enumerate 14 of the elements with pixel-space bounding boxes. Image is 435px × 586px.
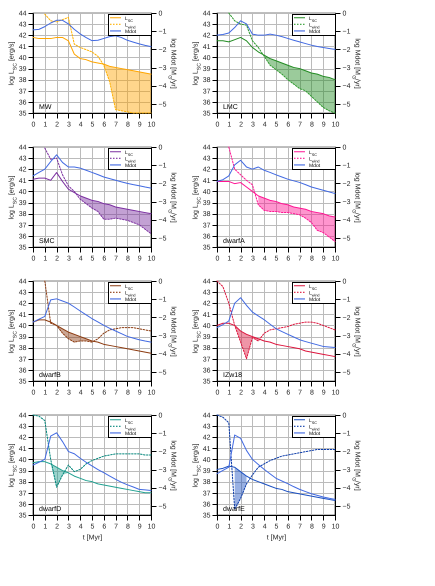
line-series <box>216 466 336 502</box>
line-series <box>32 432 152 491</box>
line-series <box>32 461 152 494</box>
line-series <box>216 160 336 194</box>
line-series <box>32 414 152 488</box>
line-series <box>216 280 336 360</box>
line-series <box>216 434 336 500</box>
line-series <box>216 297 336 348</box>
line-series <box>32 20 152 48</box>
line-series <box>216 36 336 80</box>
line-series <box>32 298 152 343</box>
line-series <box>32 154 152 189</box>
line-series <box>216 20 336 50</box>
line-series <box>216 414 336 510</box>
